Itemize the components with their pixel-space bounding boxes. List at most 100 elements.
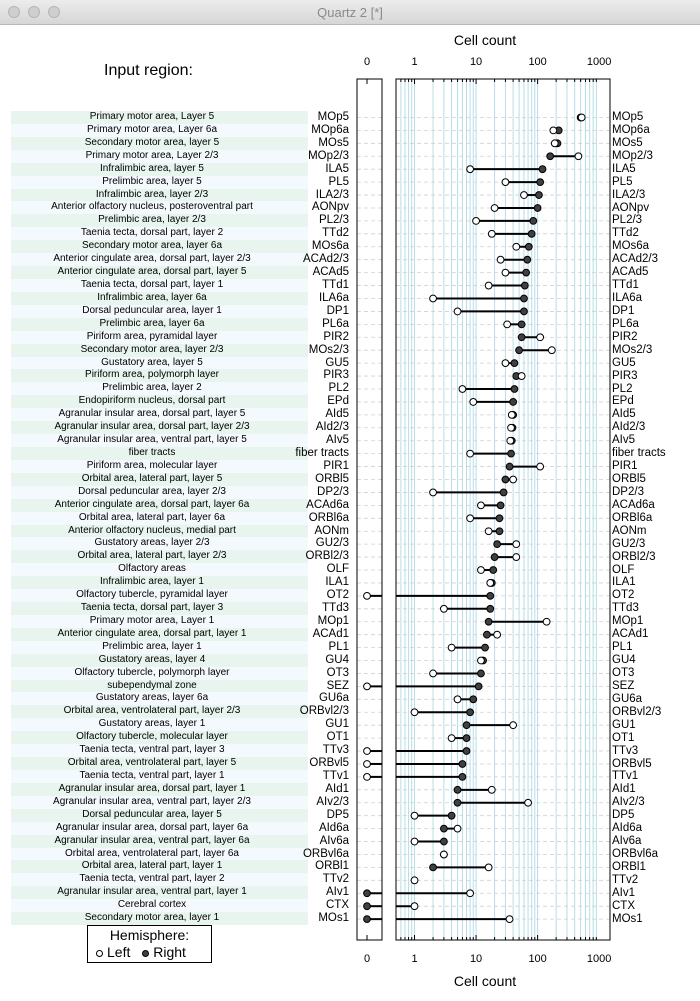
- region-full-name: Agranular insular area, dorsal part, lay…: [55, 821, 249, 833]
- region-full-name: Secondary motor area, layer 5: [84, 136, 220, 148]
- right-hemisphere-point: [477, 669, 485, 678]
- right-hemisphere-point: [462, 747, 471, 755]
- region-abbreviation-right: DP5: [612, 809, 635, 822]
- left-hemisphere-point: [466, 889, 475, 898]
- region-abbreviation-right: ILA6a: [612, 292, 643, 305]
- left-hemisphere-point: [410, 708, 419, 717]
- region-abbreviation-right: ORBl2/3: [612, 550, 656, 563]
- right-hemisphere-point: [469, 695, 478, 704]
- left-hemisphere-point: [466, 514, 475, 523]
- left-hemisphere-point: [484, 863, 493, 872]
- right-hemisphere-point: [515, 346, 523, 355]
- x-axis-label-bottom: Cell count: [454, 973, 516, 989]
- region-full-name: Anterior olfactory nucleus, posteroventr…: [51, 201, 253, 213]
- region-row: Anterior olfactory nucleus, posteroventr…: [11, 201, 349, 215]
- left-hemisphere-point: [484, 527, 493, 536]
- region-abbreviation-right: SEZ: [612, 679, 635, 692]
- region-abbreviation-right: MOs5: [612, 136, 643, 149]
- left-hemisphere-point: [447, 643, 456, 652]
- right-hemisphere-point: [501, 475, 510, 484]
- region-abbreviation-left: OT2: [326, 589, 349, 602]
- left-hemisphere-point: [512, 242, 521, 251]
- right-hemisphere-point: [510, 385, 519, 393]
- region-abbreviation-left: ORBl2/3: [305, 550, 349, 563]
- region-full-name: Piriform area, polymorph layer: [85, 369, 219, 381]
- region-row: Gustatory areas, layer 1 GU1: [11, 718, 349, 732]
- right-hemisphere-point: [535, 191, 543, 199]
- zero-tick-label: 0: [364, 56, 370, 68]
- region-row: Secondary motor area, layer 6a MOs6a: [11, 240, 349, 254]
- region-abbreviation-left: OT1: [326, 731, 349, 744]
- region-abbreviation-right: ACAd1: [612, 628, 649, 641]
- region-abbreviation-left: AIv2/3: [316, 795, 349, 808]
- window-title: Quartz 2 [*]: [317, 5, 383, 20]
- region-row: Orbital area, lateral part, layer 5 ORBl5: [11, 472, 349, 486]
- region-row: Olfactory areas OLF: [11, 563, 349, 577]
- left-hemisphere-point: [429, 294, 437, 303]
- zoom-window-button[interactable]: [48, 6, 60, 18]
- region-abbreviation-right: PL2: [612, 382, 633, 395]
- left-hemisphere-point: [453, 695, 462, 704]
- left-hemisphere-point: [477, 501, 485, 510]
- right-hemisphere-point: [453, 785, 462, 794]
- region-abbreviation-left: PL2/3: [318, 214, 349, 227]
- right-hemisphere-point: [474, 682, 483, 691]
- region-abbreviation-left: MOs6a: [311, 240, 349, 253]
- right-hemisphere-point: [462, 734, 471, 743]
- region-row: Agranular insular area, ventral part, la…: [11, 834, 349, 848]
- region-row: subependymal zone SEZ: [11, 679, 349, 693]
- region-row: Primary motor area, Layer 6a MOp6a: [11, 123, 349, 137]
- region-full-name: Orbital area, lateral part, layer 2/3: [77, 550, 227, 562]
- zero-panel-frame: [356, 78, 383, 941]
- x-tick-label: 1000: [587, 953, 611, 965]
- minimize-window-button[interactable]: [28, 6, 40, 18]
- left-hemisphere-point: [536, 333, 545, 342]
- region-row: Orbital area, ventrolateral part, layer …: [11, 847, 349, 861]
- right-hemisphere-point: [484, 617, 493, 626]
- left-hemisphere-point: [542, 617, 551, 626]
- region-abbreviation-left: GU1: [325, 718, 349, 731]
- right-hemisphere-point: [453, 798, 462, 807]
- region-full-name: Endopiriform nucleus, dorsal part: [78, 395, 226, 407]
- region-full-name: Gustatory areas, layer 6a: [95, 692, 209, 704]
- left-marker-icon: [96, 949, 103, 957]
- left-hemisphere-point: [577, 113, 586, 122]
- left-hemisphere-point: [490, 204, 499, 212]
- x-tick-label: 100: [528, 953, 546, 965]
- region-abbreviation-right: EPd: [612, 395, 634, 408]
- left-hemisphere-point: [487, 229, 496, 238]
- region-row: Taenia tecta, dorsal part, layer 3 TTd3: [11, 602, 349, 615]
- region-row: Piriform area, pyramidal layer PIR2: [11, 330, 349, 344]
- region-row: Agranular insular area, dorsal part, lay…: [11, 421, 349, 435]
- region-row: fiber tracts fiber tracts: [11, 446, 349, 460]
- left-hemisphere-point: [447, 734, 456, 743]
- region-row: Orbital area, ventrolateral part, layer …: [11, 705, 349, 719]
- region-abbreviation-left: fiber tracts: [295, 446, 349, 459]
- region-abbreviation-right: TTv1: [612, 770, 639, 783]
- region-abbreviation-left: MOs1: [318, 912, 349, 925]
- left-hemisphere-point: [363, 747, 371, 755]
- legend-right-label: Right: [153, 944, 186, 960]
- right-hemisphere-point: [507, 449, 515, 458]
- region-abbreviation-right: GU4: [612, 654, 636, 667]
- region-full-name: Taenia tecta, dorsal part, layer 1: [80, 278, 224, 290]
- region-full-name: subependymal zone: [107, 679, 197, 691]
- region-abbreviation-left: PIR3: [323, 369, 349, 382]
- region-abbreviation-right: PIR3: [612, 369, 638, 382]
- region-abbreviation-right: ACAd6a: [612, 498, 655, 511]
- close-window-button[interactable]: [8, 6, 20, 18]
- region-row: Secondary motor area, layer 5 MOs5: [11, 136, 349, 150]
- region-full-name: Prelimbic area, layer 6a: [99, 317, 205, 329]
- region-full-name: Anterior cingulate area, dorsal part, la…: [57, 266, 247, 278]
- region-abbreviation-right: PIR1: [612, 460, 638, 473]
- region-row: Orbital area, ventrolateral part, layer …: [11, 757, 349, 771]
- left-hemisphere-point: [505, 915, 514, 924]
- region-row: Taenia tecta, dorsal part, layer 1 TTd1: [11, 278, 349, 292]
- region-full-name: Prelimbic area, layer 5: [102, 175, 202, 187]
- region-abbreviation-left: EPd: [327, 395, 349, 408]
- region-abbreviation-right: AIv1: [612, 886, 636, 899]
- left-hemisphere-point: [509, 475, 518, 484]
- right-hemisphere-point: [499, 488, 508, 497]
- region-row: Agranular insular area, ventral part, la…: [11, 886, 349, 900]
- region-abbreviation-left: AIv6a: [319, 834, 349, 847]
